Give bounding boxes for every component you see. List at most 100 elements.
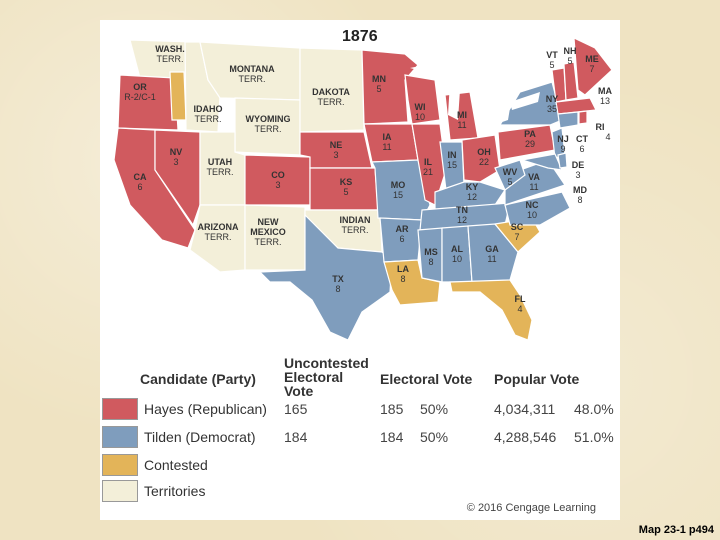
svg-text:NEW: NEW (258, 217, 280, 227)
legend-row-contested: Contested (102, 454, 617, 476)
svg-text:R-2/C-1: R-2/C-1 (124, 92, 156, 102)
legend-header-uncontested-3: Vote (284, 383, 314, 399)
svg-text:MONTANA: MONTANA (229, 64, 275, 74)
svg-text:PA: PA (524, 129, 536, 139)
state-la (383, 259, 441, 306)
legend-header-candidate: Candidate (Party) (140, 371, 256, 387)
svg-text:KS: KS (340, 177, 353, 187)
svg-text:CA: CA (134, 172, 147, 182)
svg-text:OH: OH (477, 147, 491, 157)
svg-text:12: 12 (467, 192, 477, 202)
svg-text:21: 21 (423, 167, 433, 177)
svg-text:MA: MA (598, 86, 612, 96)
svg-text:8: 8 (577, 195, 582, 205)
svg-text:10: 10 (415, 112, 425, 122)
svg-text:35: 35 (547, 104, 557, 114)
svg-text:DE: DE (572, 160, 585, 170)
legend-electoral-pct: 50% (420, 401, 449, 417)
svg-text:GA: GA (485, 244, 499, 254)
svg-text:MN: MN (372, 74, 386, 84)
svg-text:TERR.: TERR. (342, 225, 369, 235)
state-oh (461, 134, 501, 183)
svg-text:NJ: NJ (557, 134, 569, 144)
svg-text:3: 3 (575, 170, 580, 180)
state-nh (563, 61, 579, 101)
svg-text:6: 6 (579, 144, 584, 154)
legend-electoral: 185 (380, 401, 404, 417)
svg-text:ARIZONA: ARIZONA (198, 222, 239, 232)
state-wi (404, 74, 441, 125)
svg-text:4: 4 (517, 304, 522, 314)
legend-header-uncontested-1: Uncontested (284, 355, 369, 371)
great-lakes (410, 60, 540, 128)
svg-text:VT: VT (546, 50, 558, 60)
legend-popular-pct: 51.0% (574, 429, 614, 445)
svg-text:3: 3 (173, 157, 178, 167)
svg-text:IDAHO: IDAHO (194, 104, 223, 114)
svg-text:AR: AR (396, 224, 409, 234)
svg-text:11: 11 (457, 120, 466, 130)
map-title: 1876 (342, 28, 378, 45)
state-or-contested (169, 71, 187, 121)
legend-swatch-contested (102, 454, 138, 476)
legend-label: Territories (144, 483, 206, 499)
legend-electoral-pct: 50% (420, 429, 449, 445)
copyright-text: © 2016 Cengage Learning (466, 502, 596, 514)
svg-text:CT: CT (576, 134, 588, 144)
svg-text:TERR.: TERR. (255, 237, 282, 247)
svg-text:CO: CO (271, 170, 285, 180)
state-ri (578, 110, 588, 125)
legend-row-hayes: Hayes (Republican) 165 185 50% 4,034,311… (102, 398, 617, 420)
svg-text:TERR.: TERR. (255, 124, 282, 134)
svg-text:KY: KY (466, 182, 479, 192)
legend-swatch-territories (102, 480, 138, 502)
svg-text:TERR.: TERR. (239, 74, 266, 84)
svg-text:WASH.: WASH. (155, 44, 185, 54)
svg-text:AL: AL (451, 244, 463, 254)
svg-text:TERR.: TERR. (205, 232, 232, 242)
state-ga (467, 223, 519, 283)
svg-text:NE: NE (330, 140, 343, 150)
svg-text:MD: MD (573, 185, 587, 195)
svg-text:NH: NH (564, 46, 577, 56)
legend-label: Hayes (Republican) (144, 401, 267, 417)
map-card: 1876 (100, 20, 620, 520)
svg-text:IL: IL (424, 157, 433, 167)
svg-text:15: 15 (447, 160, 457, 170)
svg-text:MO: MO (391, 180, 406, 190)
svg-text:5: 5 (549, 60, 554, 70)
svg-text:7: 7 (514, 232, 519, 242)
us-election-map: 1876 (113, 28, 613, 341)
state-nc (504, 191, 571, 226)
svg-text:5: 5 (376, 84, 381, 94)
slide-caption: Map 23-1 p494 (638, 524, 714, 536)
svg-text:13: 13 (600, 96, 610, 106)
state-wv (494, 159, 526, 191)
state-md (521, 153, 563, 171)
svg-text:TERR.: TERR. (207, 167, 234, 177)
svg-text:29: 29 (525, 139, 535, 149)
svg-text:5: 5 (567, 56, 572, 66)
svg-text:TERR.: TERR. (195, 114, 222, 124)
svg-text:11: 11 (487, 254, 496, 264)
legend-header-popular: Popular Vote (494, 371, 580, 387)
svg-text:15: 15 (393, 190, 403, 200)
state-ma (555, 97, 597, 115)
svg-text:NC: NC (526, 200, 539, 210)
svg-text:7: 7 (589, 64, 594, 74)
svg-text:10: 10 (452, 254, 462, 264)
legend-uncontested: 165 (284, 401, 308, 417)
svg-text:MS: MS (424, 247, 438, 257)
legend-popular-pct: 48.0% (574, 401, 614, 417)
svg-text:8: 8 (400, 274, 405, 284)
legend-header-uncontested-2: Electoral (284, 369, 344, 385)
state-me (573, 37, 613, 96)
svg-text:FL: FL (515, 294, 526, 304)
svg-text:5: 5 (507, 177, 512, 187)
svg-text:WI: WI (415, 102, 426, 112)
state-fl (449, 279, 533, 341)
svg-text:3: 3 (333, 150, 338, 160)
legend-header-electoral: Electoral Vote (380, 371, 473, 387)
state-or (117, 74, 179, 131)
svg-text:8: 8 (335, 284, 340, 294)
